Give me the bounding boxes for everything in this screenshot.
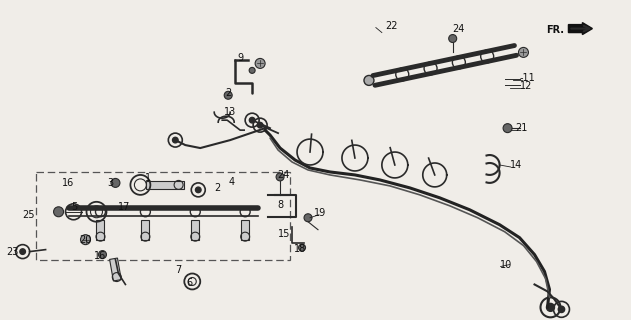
Circle shape [503, 124, 512, 132]
Circle shape [54, 207, 64, 217]
Text: 13: 13 [224, 107, 237, 117]
Circle shape [257, 122, 263, 128]
Text: 18: 18 [294, 244, 306, 254]
Text: 1: 1 [145, 173, 151, 183]
Text: 17: 17 [119, 202, 131, 212]
Polygon shape [110, 258, 121, 281]
Circle shape [98, 251, 107, 259]
Text: 4: 4 [228, 177, 234, 187]
Circle shape [519, 47, 528, 57]
FancyArrow shape [569, 23, 593, 35]
Polygon shape [191, 220, 199, 240]
Polygon shape [146, 181, 184, 189]
Text: 24: 24 [452, 24, 465, 34]
Text: 8: 8 [277, 200, 283, 210]
Polygon shape [241, 220, 249, 240]
Bar [35, 172, 290, 260]
Circle shape [172, 137, 178, 143]
Text: 24: 24 [277, 170, 290, 180]
Text: 16: 16 [94, 251, 107, 260]
Circle shape [298, 244, 305, 251]
Text: 9: 9 [237, 53, 244, 63]
Circle shape [111, 179, 120, 188]
Text: -11: -11 [519, 73, 535, 83]
Text: 2: 2 [225, 88, 232, 98]
Polygon shape [97, 220, 105, 240]
Text: 15: 15 [278, 229, 290, 239]
Circle shape [364, 76, 374, 85]
Text: 10: 10 [500, 260, 512, 269]
Circle shape [276, 173, 284, 181]
Text: 3: 3 [107, 178, 114, 188]
Circle shape [304, 214, 312, 222]
Circle shape [196, 187, 201, 193]
Circle shape [449, 35, 457, 43]
Circle shape [255, 59, 265, 68]
Text: 22: 22 [385, 20, 398, 31]
Text: 6: 6 [186, 278, 192, 288]
Text: 16: 16 [62, 178, 74, 188]
Text: 25: 25 [23, 210, 35, 220]
Polygon shape [141, 220, 150, 240]
Text: 2: 2 [214, 183, 220, 193]
Circle shape [558, 306, 565, 313]
Circle shape [20, 249, 25, 254]
Text: 20: 20 [80, 235, 92, 245]
Text: 14: 14 [510, 160, 522, 170]
Text: 7: 7 [175, 265, 182, 275]
Text: 5: 5 [71, 202, 78, 212]
Circle shape [249, 117, 255, 123]
Text: 12: 12 [519, 81, 532, 91]
Text: 21: 21 [516, 123, 528, 133]
Text: 19: 19 [314, 208, 326, 218]
Circle shape [81, 235, 90, 244]
Circle shape [546, 303, 555, 311]
Circle shape [249, 68, 255, 73]
Circle shape [224, 91, 232, 99]
Text: 23: 23 [7, 247, 19, 257]
Text: FR.: FR. [546, 25, 565, 35]
